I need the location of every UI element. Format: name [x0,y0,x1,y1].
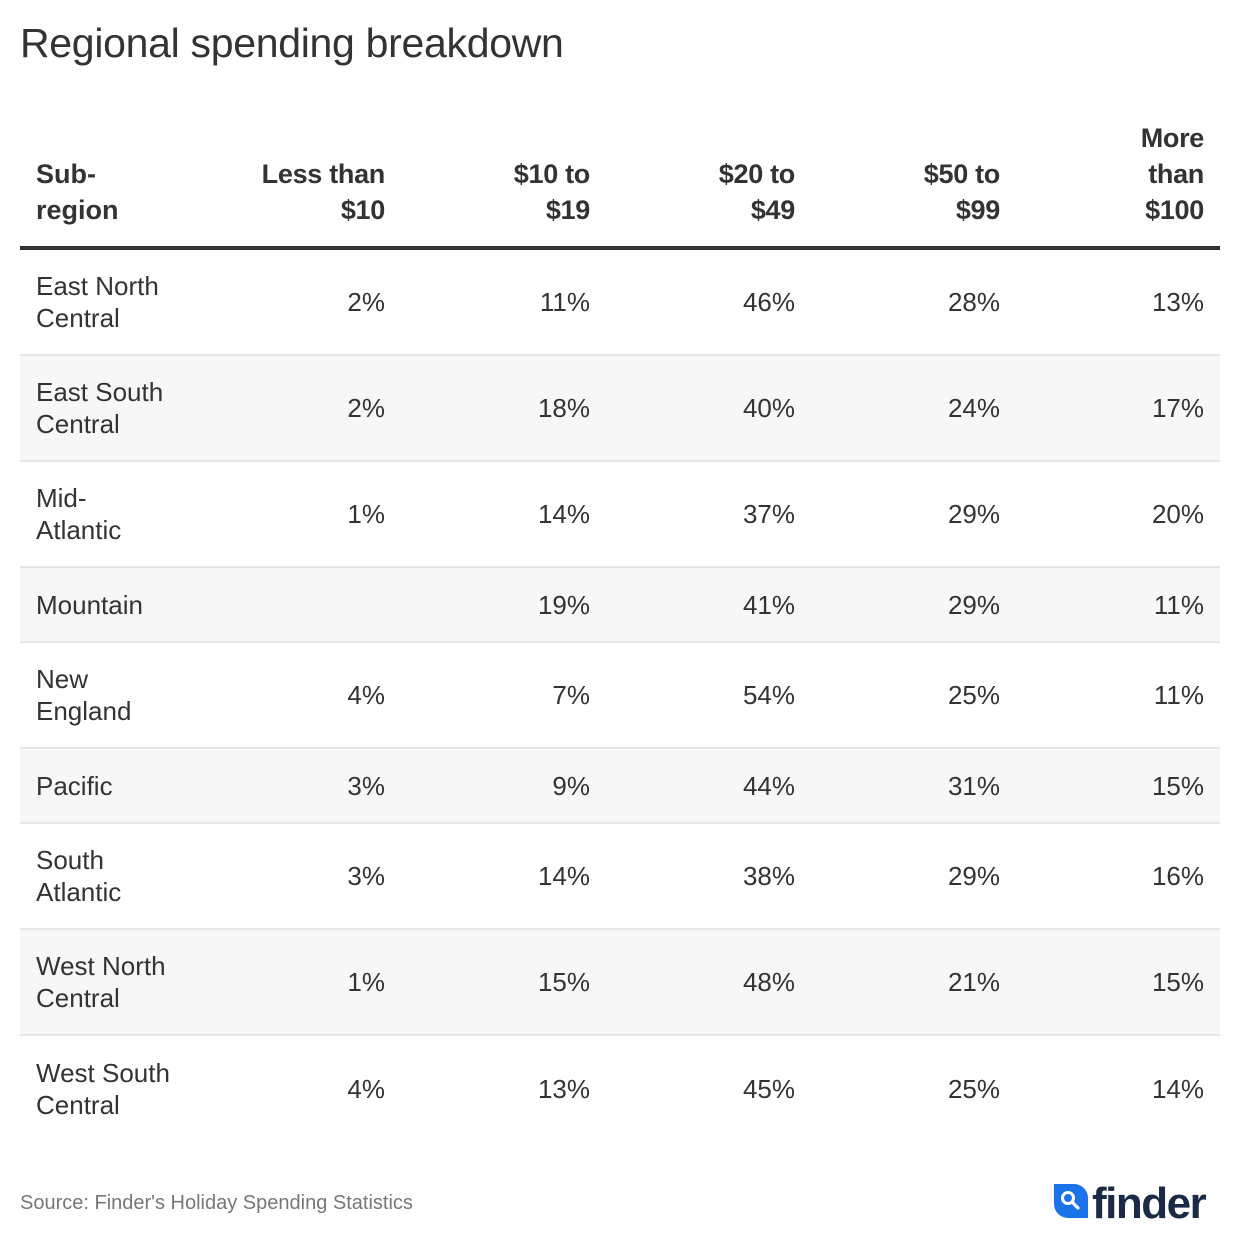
value-cell: 25% [947,680,1000,710]
value-cell: 2% [347,287,385,317]
value-cell: 4% [347,680,385,710]
table-row: East North Central 2% 11% 46% 28% 13% [20,250,1220,356]
table-row: Mountain 19% 41% 29% 11% [20,568,1220,643]
source-note: Source: Finder's Holiday Spending Statis… [20,1192,413,1214]
region-cell: Pacific [36,770,113,801]
value-cell: 41% [742,589,795,620]
page-title: Regional spending breakdown [20,20,564,66]
value-cell: 16% [1151,861,1204,891]
value-cell: 24% [947,393,1000,423]
logo-wordmark: finder [1092,1179,1207,1224]
value-cell: 14% [537,499,590,529]
region-cell: West North Central [36,951,166,1013]
value-cell: 11% [539,287,590,317]
table-body: East North Central 2% 11% 46% 28% 13% East Sou… [20,250,1220,1142]
value-cell: 4% [347,1074,385,1104]
value-cell: 2% [347,393,385,423]
value-cell: 11% [1153,680,1204,710]
region-cell: South Atlantic [36,845,122,907]
spending-table: Sub- region Less than $10 $10 to $19 $20 to… [20,120,1220,1142]
table-row: Pacific 3% 9% 44% 31% 15% [20,749,1220,824]
value-cell: 15% [1151,770,1204,801]
finder-logo: finder [1050,1178,1220,1224]
value-cell: 1% [347,967,385,997]
value-cell: 14% [537,861,590,891]
value-cell: 38% [742,861,795,891]
column-header: Less than $10 [261,159,386,225]
region-cell: East South Central [36,377,164,439]
column-header: More than $100 [1140,123,1205,225]
value-cell: 17% [1151,393,1204,423]
region-cell: East North Central [36,271,159,333]
table-row: Mid- Atlantic 1% 14% 37% 29% 20% [20,462,1220,568]
value-cell: 3% [347,770,385,801]
value-cell: 11% [1153,589,1204,620]
value-cell: 15% [537,967,590,997]
value-cell: 21% [947,967,1000,997]
value-cell: 20% [1151,499,1204,529]
value-cell: 19% [537,589,590,620]
region-cell: West South Central [36,1058,170,1120]
region-cell: Mid- Atlantic [36,483,122,545]
value-cell: 13% [1151,287,1204,317]
value-cell: 37% [742,499,795,529]
value-cell: 1% [347,499,385,529]
table-row: West North Central 1% 15% 48% 21% 15% [20,930,1220,1036]
value-cell: 40% [742,393,795,423]
value-cell: 25% [947,1074,1000,1104]
column-header: $20 to $49 [718,159,796,225]
value-cell: 9% [552,770,590,801]
table-row: New England 4% 7% 54% 25% 11% [20,643,1220,749]
value-cell: 18% [537,393,590,423]
value-cell: 7% [552,680,590,710]
value-cell: 45% [742,1074,795,1104]
table-header: Sub- region Less than $10 $10 to $19 $20 to… [20,120,1220,250]
value-cell: 14% [1151,1074,1204,1104]
table-row: East South Central 2% 18% 40% 24% 17% [20,356,1220,462]
value-cell: 3% [347,861,385,891]
finder-logo-mark: finder [1054,1179,1208,1224]
value-cell: 46% [742,287,795,317]
value-cell: 29% [947,589,1000,620]
value-cell: 28% [947,287,1000,317]
value-cell: 54% [742,680,795,710]
region-cell: Mountain [36,589,143,620]
value-cell: 15% [1151,967,1204,997]
value-cell: 44% [742,770,795,801]
column-header: $50 to $99 [923,159,1001,225]
column-header: Sub- region [36,159,119,225]
value-cell: 29% [947,499,1000,529]
value-cell: 29% [947,861,1000,891]
table-row: South Atlantic 3% 14% 38% 29% 16% [20,824,1220,930]
value-cell: 31% [947,770,1000,801]
value-cell: 48% [742,967,795,997]
value-cell: 13% [537,1074,590,1104]
column-header: $10 to $19 [513,159,591,225]
region-cell: New England [36,664,132,726]
table-row: West South Central 4% 13% 45% 25% 14% [20,1036,1220,1142]
